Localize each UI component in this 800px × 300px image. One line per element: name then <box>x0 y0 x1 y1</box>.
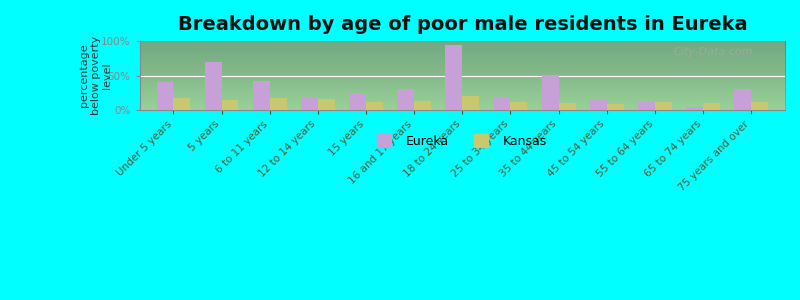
Bar <box>205 62 222 110</box>
Title: Breakdown by age of poor male residents in Eureka: Breakdown by age of poor male residents … <box>178 15 747 34</box>
Bar <box>734 89 751 110</box>
Bar <box>510 102 527 110</box>
Bar <box>655 102 672 110</box>
Bar <box>686 107 703 110</box>
Bar <box>174 98 190 110</box>
Bar <box>301 98 318 110</box>
Bar <box>590 100 607 110</box>
Bar <box>462 96 479 110</box>
Bar <box>542 75 558 110</box>
Bar <box>222 100 238 110</box>
Bar <box>607 104 624 110</box>
Bar <box>751 102 768 110</box>
Bar <box>414 101 431 110</box>
Bar <box>349 93 366 110</box>
Legend: Eureka, Kansas: Eureka, Kansas <box>373 130 552 153</box>
Bar <box>270 98 286 110</box>
Text: City-Data.com: City-Data.com <box>674 46 753 57</box>
Bar <box>157 82 174 110</box>
Bar <box>703 103 720 110</box>
Bar <box>638 102 655 110</box>
Bar <box>253 81 270 110</box>
Bar <box>446 45 462 110</box>
Bar <box>366 102 383 110</box>
Bar <box>494 98 510 110</box>
Bar <box>558 103 575 110</box>
Bar <box>318 99 334 110</box>
Bar <box>398 89 414 110</box>
Y-axis label: percentage
below poverty
level: percentage below poverty level <box>79 36 112 115</box>
